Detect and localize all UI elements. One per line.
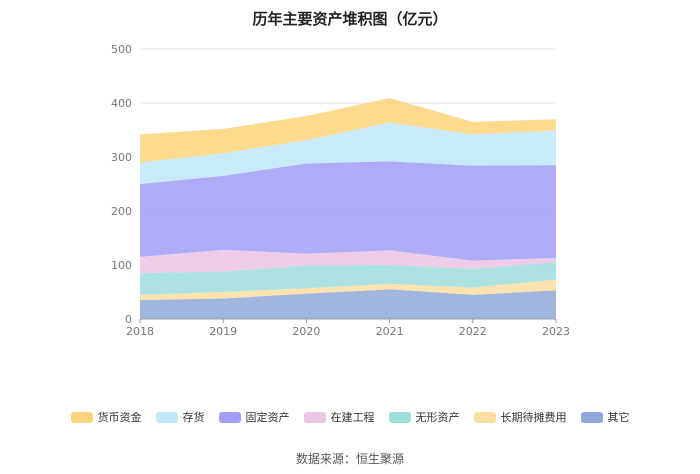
legend-label: 存货 bbox=[182, 411, 205, 424]
legend-swatch bbox=[388, 411, 411, 423]
legend-swatch bbox=[155, 411, 178, 423]
legend-item[interactable]: 在建工程 bbox=[303, 409, 375, 425]
legend-item[interactable]: 其它 bbox=[580, 409, 630, 425]
area-series bbox=[140, 161, 556, 261]
y-tick-label: 200 bbox=[111, 205, 132, 218]
legend-item[interactable]: 长期待摊费用 bbox=[473, 409, 567, 425]
legend-item[interactable]: 固定资产 bbox=[218, 409, 290, 425]
legend-swatch bbox=[303, 411, 326, 423]
area-series bbox=[140, 289, 556, 319]
chart-title: 历年主要资产堆积图（亿元） bbox=[252, 10, 448, 28]
legend-swatch bbox=[473, 411, 496, 423]
y-tick-label: 0 bbox=[125, 313, 132, 326]
x-tick-label: 2021 bbox=[376, 325, 404, 338]
legend-item[interactable]: 无形资产 bbox=[388, 409, 460, 425]
x-tick-label: 2019 bbox=[209, 325, 237, 338]
x-tick-label: 2020 bbox=[292, 325, 320, 338]
legend-label: 其它 bbox=[607, 411, 630, 424]
legend-label: 长期待摊费用 bbox=[500, 411, 567, 424]
legend-swatch bbox=[218, 411, 241, 423]
y-tick-label: 100 bbox=[111, 259, 132, 272]
chart-legend: 货币资金 存货 固定资产 在建工程 无形资产 长期待摊费用 其它 bbox=[0, 409, 700, 425]
area-series bbox=[140, 262, 556, 295]
legend-label: 固定资产 bbox=[245, 411, 290, 424]
area-series bbox=[140, 249, 556, 274]
data-source: 数据来源：恒生聚源 bbox=[295, 452, 404, 466]
legend-swatch bbox=[70, 411, 93, 423]
legend-label: 货币资金 bbox=[97, 411, 142, 424]
x-tick-label: 2022 bbox=[459, 325, 487, 338]
y-tick-label: 300 bbox=[111, 151, 132, 164]
legend-label: 无形资产 bbox=[415, 411, 460, 424]
area-series bbox=[140, 122, 556, 184]
area-series bbox=[140, 98, 556, 163]
legend-label: 在建工程 bbox=[330, 411, 375, 424]
y-tick-label: 500 bbox=[111, 43, 132, 56]
area-series bbox=[140, 279, 556, 301]
legend-swatch bbox=[580, 411, 603, 423]
legend-item[interactable]: 货币资金 bbox=[70, 409, 142, 425]
x-tick-label: 2018 bbox=[126, 325, 154, 338]
x-tick-label: 2023 bbox=[542, 325, 570, 338]
y-tick-label: 400 bbox=[111, 97, 132, 110]
legend-item[interactable]: 存货 bbox=[155, 409, 205, 425]
